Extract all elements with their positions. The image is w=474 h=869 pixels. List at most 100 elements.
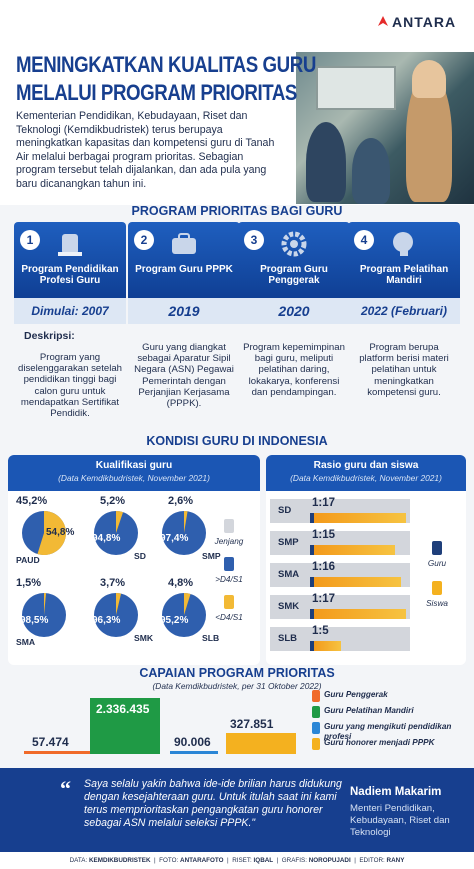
legend-swatch-guru [432,541,442,555]
capaian-value: 2.336.435 [96,702,150,716]
capaian-bar [170,751,218,754]
credit-key: FOTO: [159,857,179,864]
pie-level-label: SD [134,551,146,561]
program-number: 3 [244,230,264,250]
page-title-line1: MENINGKATKAN KUALITAS GURU [16,52,316,77]
ratio-bar-guru [310,641,314,651]
ratio-bar-siswa [314,545,396,555]
ratio-level: SLB [278,633,297,644]
pie-slice-lt [116,593,122,615]
capaian-chart: 57.474 Guru Penggerak 2.336.435 Guru Pelati… [8,690,466,764]
credit-key: RISET: [232,857,252,864]
pie-side-value: 96,3% [92,615,121,626]
credit-value: ANTARAFOTO [180,857,224,864]
ratio-row-smk: SMK 1:17 [270,593,410,619]
pie-smp: 2,6% 97,4% SMP [156,495,228,561]
brand-logo: ANTARA [392,14,457,30]
pie-slice-lt [116,511,124,533]
briefcase-icon [172,233,196,254]
capaian-legend-swatch [312,690,320,702]
capaian-title: CAPAIAN PROGRAM PRIORITAS [139,666,335,680]
program-name: Program Pendidikan Profesi Guru [21,264,119,286]
page-title-line2: MELALUI PROGRAM PRIORITAS [16,80,297,105]
programs-title: PROGRAM PRIORITAS BAGI GURU [131,204,343,218]
program-number: 1 [20,230,40,250]
credit-value: RANY [386,857,405,864]
kondisi-title: KONDISI GURU DI INDONESIA [146,434,328,448]
ratio-bar-siswa [314,609,406,619]
ratio-level: SMK [278,601,300,612]
ratio-level: SD [278,505,292,516]
pie-chart [162,511,206,555]
pie-chart [22,511,66,555]
program-card-1: 1 Program Pendidikan Profesi Guru Dimula… [14,222,126,422]
ratio-title: Rasio guru dan siswa [313,460,419,471]
credit-key: EDITOR: [359,857,385,864]
pie-top-value: 5,2% [100,495,126,507]
program-name: Program Pelatihan Mandiri [359,264,449,286]
pie-sd: 5,2% 94,8% SD [88,495,160,561]
capaian-value: 90.006 [174,735,211,749]
pie-chart [22,593,66,637]
credit-value: NOROPUJADI [308,857,351,864]
program-desc: Program kepemimpinan bagi guru, meliputi… [243,342,345,398]
ratio-bar-guru [310,577,314,587]
pie-top-value: 3,7% [100,577,126,589]
capaian-legend-label: Guru Penggerak [324,690,388,699]
pie-smk: 3,7% 96,3% SMK [88,577,160,643]
qualification-panel: Kualifikasi guru (Data Kemdikbudristek, … [8,455,260,665]
ratio-panel: Rasio guru dan siswa (Data Kemdikbudrist… [266,455,466,665]
pie-slice-lt [184,593,191,615]
program-card-2: 2 Program Guru PPPK 2019 Guru yang diang… [128,222,240,422]
pie-top-value: 4,8% [168,577,194,589]
ratio-source: (Data Kemdikbudristek, November 2021) [290,473,442,483]
ratio-row-sma: SMA 1:16 [270,561,410,587]
legend-d4: >D4/S1 [215,575,243,584]
ratio-row-sd: SD 1:17 [270,497,410,523]
pie-top-value: 2,6% [168,495,194,507]
capaian-legend-swatch [312,706,320,718]
pie-level-label: SMA [16,637,36,647]
program-name: Program Guru Penggerak [260,264,328,286]
legend-guru: Guru [427,559,447,568]
program-desc: Program berupa platform berisi materi pe… [359,342,449,398]
program-card-4: 4 Program Pelatihan Mandiri 2022 (Februa… [348,222,460,422]
credit-value: IQBAL [253,857,274,864]
program-desc: Guru yang diangkat sebagai Aparatur Sipi… [134,342,234,410]
pie-slice-lt [184,511,188,533]
pie-top-value: 1,5% [16,577,42,589]
capaian-legend-swatch [312,738,320,750]
pie-sma: 1,5% 98,5% SMA [16,577,88,647]
gear-icon [281,231,307,257]
pie-side-value: 95,2% [160,615,189,626]
capaian-bar [90,698,160,754]
pie-slb: 4,8% 95,2% SLB [156,577,228,643]
credit-key: DATA: [69,857,88,864]
qualification-title: Kualifikasi guru [95,460,173,471]
ratio-bar-guru [310,609,314,619]
ratio-bar-guru [310,513,314,523]
pie-chart [162,593,206,637]
pie-level-label: PAUD [16,555,40,565]
quote-author: Nadiem Makarim [350,786,442,798]
quote-box [0,768,474,852]
program-year: 2022 (Februari) [348,298,460,324]
pie-side-value: 97,4% [160,533,189,544]
capaian-source: (Data Kemdikbudristek, per 31 Oktober 20… [152,681,322,691]
pie-top-value: 45,2% [16,495,48,507]
ratio-value: 1:17 [312,497,336,509]
capaian-bar [226,733,296,754]
program-year: 2020 [238,298,350,324]
ratio-level: SMA [278,569,300,580]
quote-text: Saya selalu yakin bahwa ide-ide brilian … [84,778,342,829]
legend-swatch-siswa [432,581,442,595]
legend-siswa: Siswa [426,599,448,608]
quote-mark-icon: “ [60,776,71,801]
ratio-bar-siswa [314,513,406,523]
pie-side-value: 54,8% [46,527,75,538]
pie-slice-lt [44,593,47,615]
credits-footer: DATA: KEMDIKBUDRISTEK | FOTO: ANTARAFOTO… [0,852,474,869]
ratio-bar-guru [310,545,314,555]
pie-chart [94,593,138,637]
program-name: Program Guru PPPK [135,264,233,275]
